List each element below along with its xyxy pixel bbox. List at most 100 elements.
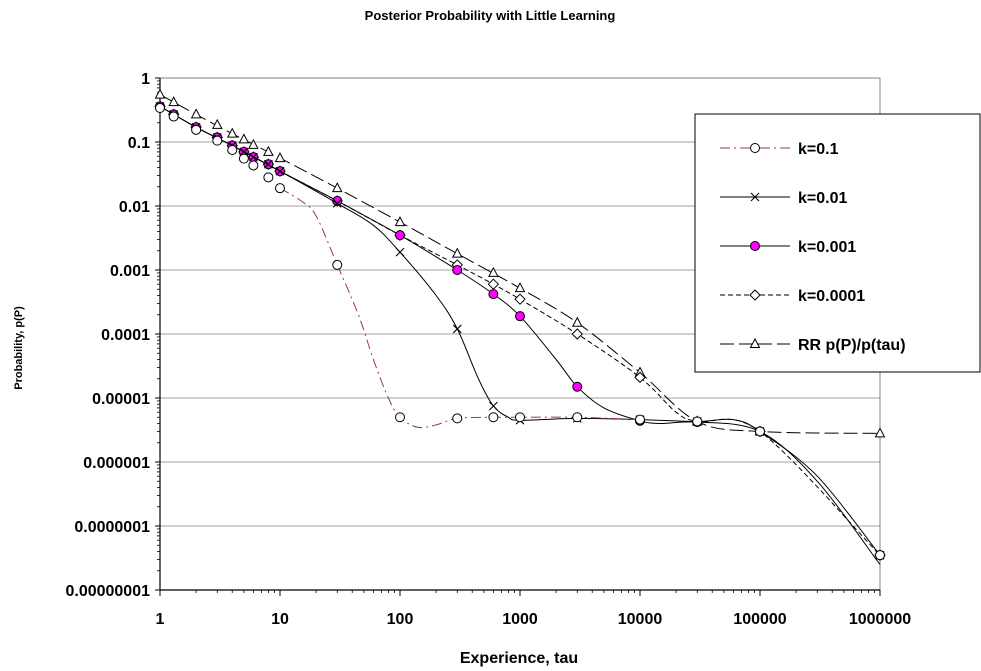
- data-point: [572, 381, 583, 392]
- y-tick-labels: 1 0.1 0.01 0.001 0.0001 0.00001 0.000001 0.0000…: [65, 71, 150, 600]
- data-point-stroke: [248, 152, 258, 162]
- y-tick-label: 0.001: [110, 263, 150, 280]
- data-point: [451, 247, 463, 258]
- data-point: [248, 138, 259, 149]
- data-point: [226, 127, 238, 138]
- data-point: [248, 160, 259, 171]
- data-point: [332, 259, 343, 270]
- data-point: [452, 265, 463, 275]
- data-point: [212, 135, 223, 146]
- data-point: [395, 230, 405, 241]
- data-point: [263, 159, 273, 169]
- data-point: [750, 241, 760, 251]
- data-point: [515, 412, 525, 423]
- data-point: [515, 311, 525, 322]
- legend: k=0.1 k=0.01 k=0.001 k=0.0001 RR p(P)/p(tau): [694, 113, 981, 373]
- data-point: [571, 328, 583, 340]
- data-point: [749, 337, 761, 348]
- y-tick-label: 0.000001: [83, 455, 150, 472]
- data-point: [154, 88, 166, 99]
- data-point: [488, 266, 499, 277]
- data-point: [331, 182, 343, 193]
- x-tick-label: 1: [156, 611, 165, 628]
- data-point: [749, 289, 761, 301]
- legend-item: k=0.001: [720, 239, 856, 256]
- data-point: [168, 96, 180, 107]
- x-tick-label: 10: [271, 611, 289, 628]
- data-point: [263, 172, 274, 183]
- legend-label: k=0.1: [798, 141, 839, 158]
- data-point: [452, 413, 463, 424]
- data-point: [571, 316, 583, 327]
- series-k-0-1: [155, 102, 885, 561]
- series-rr-p-p-p-tau-: [154, 88, 886, 438]
- legend-label: k=0.001: [798, 239, 856, 256]
- data-point: [238, 133, 250, 144]
- y-tick-label: 1: [141, 71, 150, 88]
- data-point: [692, 416, 703, 427]
- data-point: [755, 426, 765, 437]
- data-point: [394, 216, 406, 227]
- data-point: [874, 427, 886, 438]
- y-tick-label: 0.00000001: [65, 583, 150, 600]
- x-tick-label: 1000: [502, 611, 538, 628]
- legend-label: RR p(P)/p(tau): [798, 337, 906, 354]
- data-point-stroke: [332, 198, 342, 208]
- data-point: [487, 278, 500, 290]
- data-point: [514, 293, 526, 305]
- data-point: [634, 371, 646, 384]
- data-point: [488, 401, 498, 411]
- data-point: [248, 152, 258, 162]
- data-point: [190, 108, 202, 119]
- x-tick-label: 10000: [618, 611, 663, 628]
- chart-title: Posterior Probability with Little Learni…: [365, 8, 616, 23]
- legend-item: RR p(P)/p(tau): [720, 337, 906, 354]
- data-point-stroke: [488, 401, 498, 411]
- data-point: [875, 550, 885, 561]
- data-point: [488, 412, 499, 423]
- data-point: [332, 198, 342, 208]
- data-point: [238, 153, 249, 164]
- data-point: [514, 282, 526, 293]
- data-point-stroke: [750, 192, 760, 202]
- data-point-stroke: [452, 324, 462, 334]
- data-point-stroke: [395, 247, 405, 257]
- gridlines: [160, 141, 880, 591]
- data-point: [274, 152, 286, 163]
- y-tick-label: 0.01: [119, 199, 150, 216]
- y-tick-label: 0.1: [128, 135, 150, 152]
- series-group: [154, 88, 886, 565]
- x-tick-label: 100: [387, 611, 414, 628]
- x-axis-label: Experience, tau: [460, 650, 578, 667]
- data-point: [395, 412, 405, 423]
- x-tick-label: 1000000: [849, 611, 911, 628]
- y-tick-label: 0.0000001: [74, 519, 150, 536]
- y-tick-label: 0.0001: [101, 327, 150, 344]
- y-axis-label: Probability, p(P): [13, 306, 25, 390]
- data-point: [635, 414, 645, 425]
- data-point: [750, 143, 760, 153]
- legend-label: k=0.01: [798, 190, 847, 207]
- data-point: [263, 145, 274, 156]
- x-tick-label: 100000: [733, 611, 786, 628]
- data-point: [155, 102, 165, 113]
- data-point: [211, 118, 223, 129]
- data-point: [488, 289, 499, 300]
- series-line: [159, 105, 881, 556]
- legend-box: [694, 113, 981, 373]
- data-point: [572, 412, 583, 423]
- data-point: [452, 324, 462, 334]
- data-point: [275, 183, 285, 194]
- data-point-stroke: [275, 166, 285, 176]
- data-point: [750, 192, 760, 202]
- data-point: [227, 144, 238, 155]
- data-point: [168, 111, 179, 122]
- data-point: [191, 124, 202, 135]
- legend-item: k=0.01: [720, 190, 847, 207]
- y-tick-label: 0.00001: [92, 391, 150, 408]
- data-point: [275, 166, 285, 176]
- data-point-stroke: [263, 159, 273, 169]
- legend-label: k=0.0001: [798, 288, 865, 305]
- legend-item: k=0.0001: [720, 288, 865, 305]
